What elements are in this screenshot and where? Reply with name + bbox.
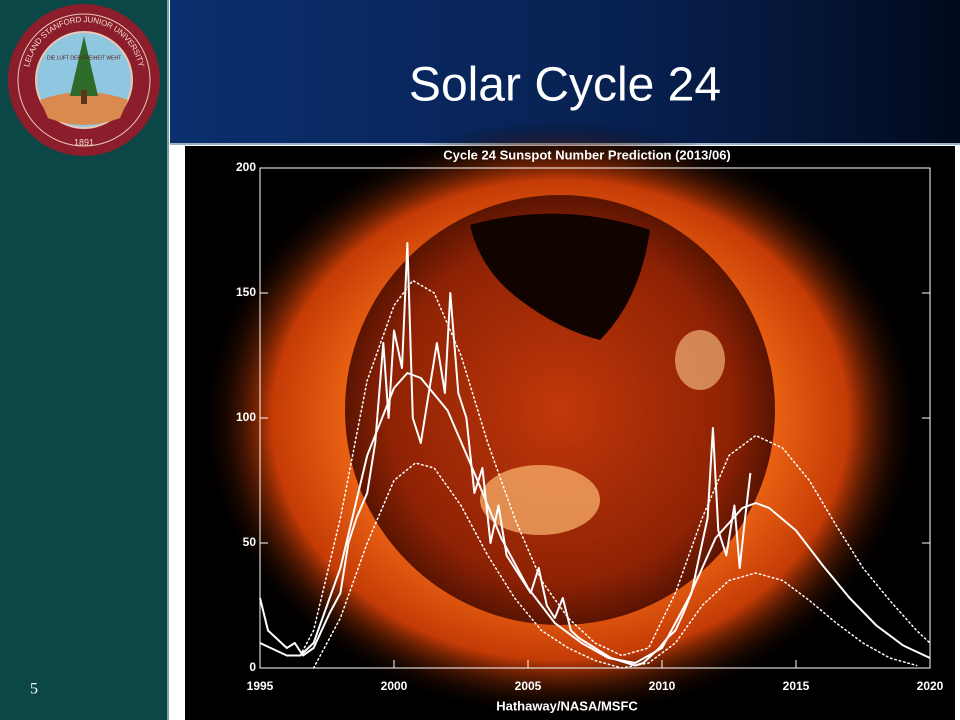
- y-tick-label: 150: [236, 285, 256, 299]
- series-line: [312, 462, 918, 669]
- y-tick-label: 50: [243, 535, 257, 549]
- page-number: 5: [30, 681, 38, 698]
- x-tick-label: 1995: [247, 679, 274, 693]
- x-tick-label: 2005: [515, 679, 542, 693]
- y-tick-label: 100: [236, 410, 256, 424]
- x-tick-label: 2015: [783, 679, 810, 693]
- x-tick-label: 2010: [649, 679, 676, 693]
- y-tick-label: 0: [249, 660, 256, 674]
- title-banner: [170, 0, 960, 143]
- seal: LELAND STANFORD JUNIOR UNIVERSITY DIE LU…: [8, 4, 160, 156]
- series-line: [259, 242, 752, 667]
- seal-year: 1891: [74, 137, 94, 147]
- x-tick-label: 2000: [381, 679, 408, 693]
- series-line: [299, 279, 931, 657]
- sun-image: [200, 120, 920, 720]
- x-tick-label: 2020: [917, 679, 944, 693]
- y-tick-label: 200: [236, 160, 256, 174]
- series-line: [259, 372, 931, 664]
- chart: Cycle 24 Sunspot Number Prediction (2013…: [236, 147, 944, 713]
- chart-title: Cycle 24 Sunspot Number Prediction (2013…: [443, 147, 731, 162]
- seal-motto: DIE LUFT DER FREIHEIT WEHT: [47, 55, 121, 61]
- slide-title: Solar Cycle 24: [409, 59, 721, 112]
- chart-credit: Hathaway/NASA/MSFC: [496, 698, 638, 713]
